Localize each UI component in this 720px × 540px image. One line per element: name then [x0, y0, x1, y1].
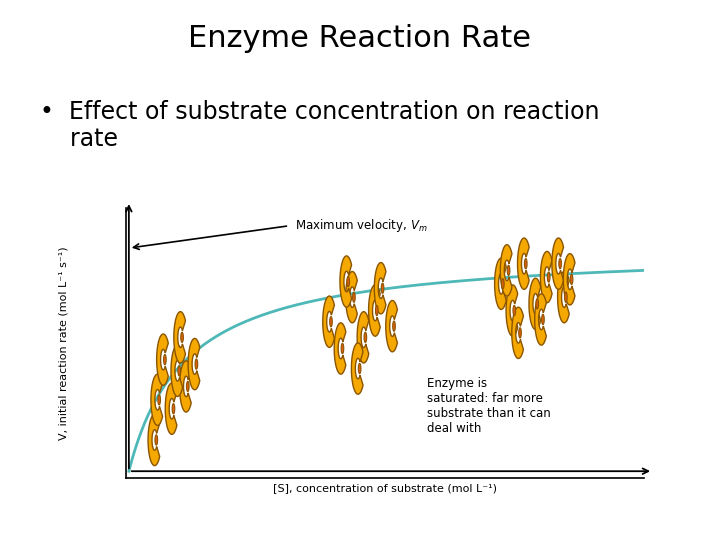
Text: Enzyme is
saturated: far more
substrate than it can
deal with: Enzyme is saturated: far more substrate … [427, 377, 551, 435]
Wedge shape [529, 278, 541, 329]
Circle shape [195, 359, 198, 369]
Circle shape [513, 306, 516, 316]
Wedge shape [351, 343, 363, 394]
Wedge shape [174, 312, 186, 363]
Circle shape [541, 314, 544, 325]
Circle shape [536, 299, 539, 309]
Wedge shape [512, 307, 523, 359]
Wedge shape [374, 262, 386, 314]
Wedge shape [171, 345, 183, 396]
Wedge shape [165, 383, 177, 434]
Wedge shape [323, 296, 334, 347]
Circle shape [518, 328, 521, 338]
Wedge shape [340, 256, 351, 307]
Circle shape [330, 316, 333, 327]
Circle shape [181, 332, 184, 342]
Wedge shape [188, 339, 199, 390]
Circle shape [508, 265, 510, 275]
Circle shape [392, 321, 395, 332]
Circle shape [163, 354, 166, 364]
Wedge shape [369, 285, 380, 336]
Wedge shape [179, 361, 192, 412]
Circle shape [376, 306, 378, 316]
Circle shape [570, 274, 573, 285]
Wedge shape [346, 272, 357, 323]
Circle shape [502, 279, 504, 289]
Wedge shape [151, 374, 163, 426]
Circle shape [155, 435, 158, 445]
Text: •  Effect of substrate concentration on reaction: • Effect of substrate concentration on r… [40, 100, 599, 124]
Wedge shape [552, 238, 564, 289]
Circle shape [341, 343, 343, 354]
Circle shape [547, 272, 550, 282]
Circle shape [353, 292, 355, 302]
Wedge shape [518, 238, 529, 289]
Wedge shape [334, 323, 346, 374]
Wedge shape [506, 285, 518, 336]
Circle shape [359, 363, 361, 374]
Circle shape [559, 259, 562, 269]
Wedge shape [148, 414, 160, 465]
Wedge shape [500, 245, 512, 296]
Wedge shape [563, 254, 575, 305]
Wedge shape [535, 294, 546, 345]
Wedge shape [557, 272, 570, 323]
Circle shape [172, 403, 175, 414]
Wedge shape [157, 334, 168, 386]
Wedge shape [541, 252, 552, 303]
Circle shape [364, 332, 366, 342]
Text: rate: rate [40, 127, 117, 151]
Wedge shape [357, 312, 369, 363]
Circle shape [186, 381, 189, 391]
Circle shape [158, 395, 161, 405]
Text: Maximum velocity, $V_m$: Maximum velocity, $V_m$ [295, 217, 428, 234]
Circle shape [178, 366, 181, 376]
Circle shape [524, 259, 527, 269]
Wedge shape [495, 258, 506, 309]
Text: V, initial reaction rate (mol L⁻¹ s⁻¹): V, initial reaction rate (mol L⁻¹ s⁻¹) [59, 246, 69, 440]
Circle shape [347, 276, 349, 287]
Wedge shape [386, 300, 397, 352]
Circle shape [381, 283, 384, 293]
Circle shape [564, 292, 567, 302]
X-axis label: [S], concentration of substrate (mol L⁻¹): [S], concentration of substrate (mol L⁻¹… [273, 483, 498, 494]
Text: Enzyme Reaction Rate: Enzyme Reaction Rate [189, 24, 531, 53]
